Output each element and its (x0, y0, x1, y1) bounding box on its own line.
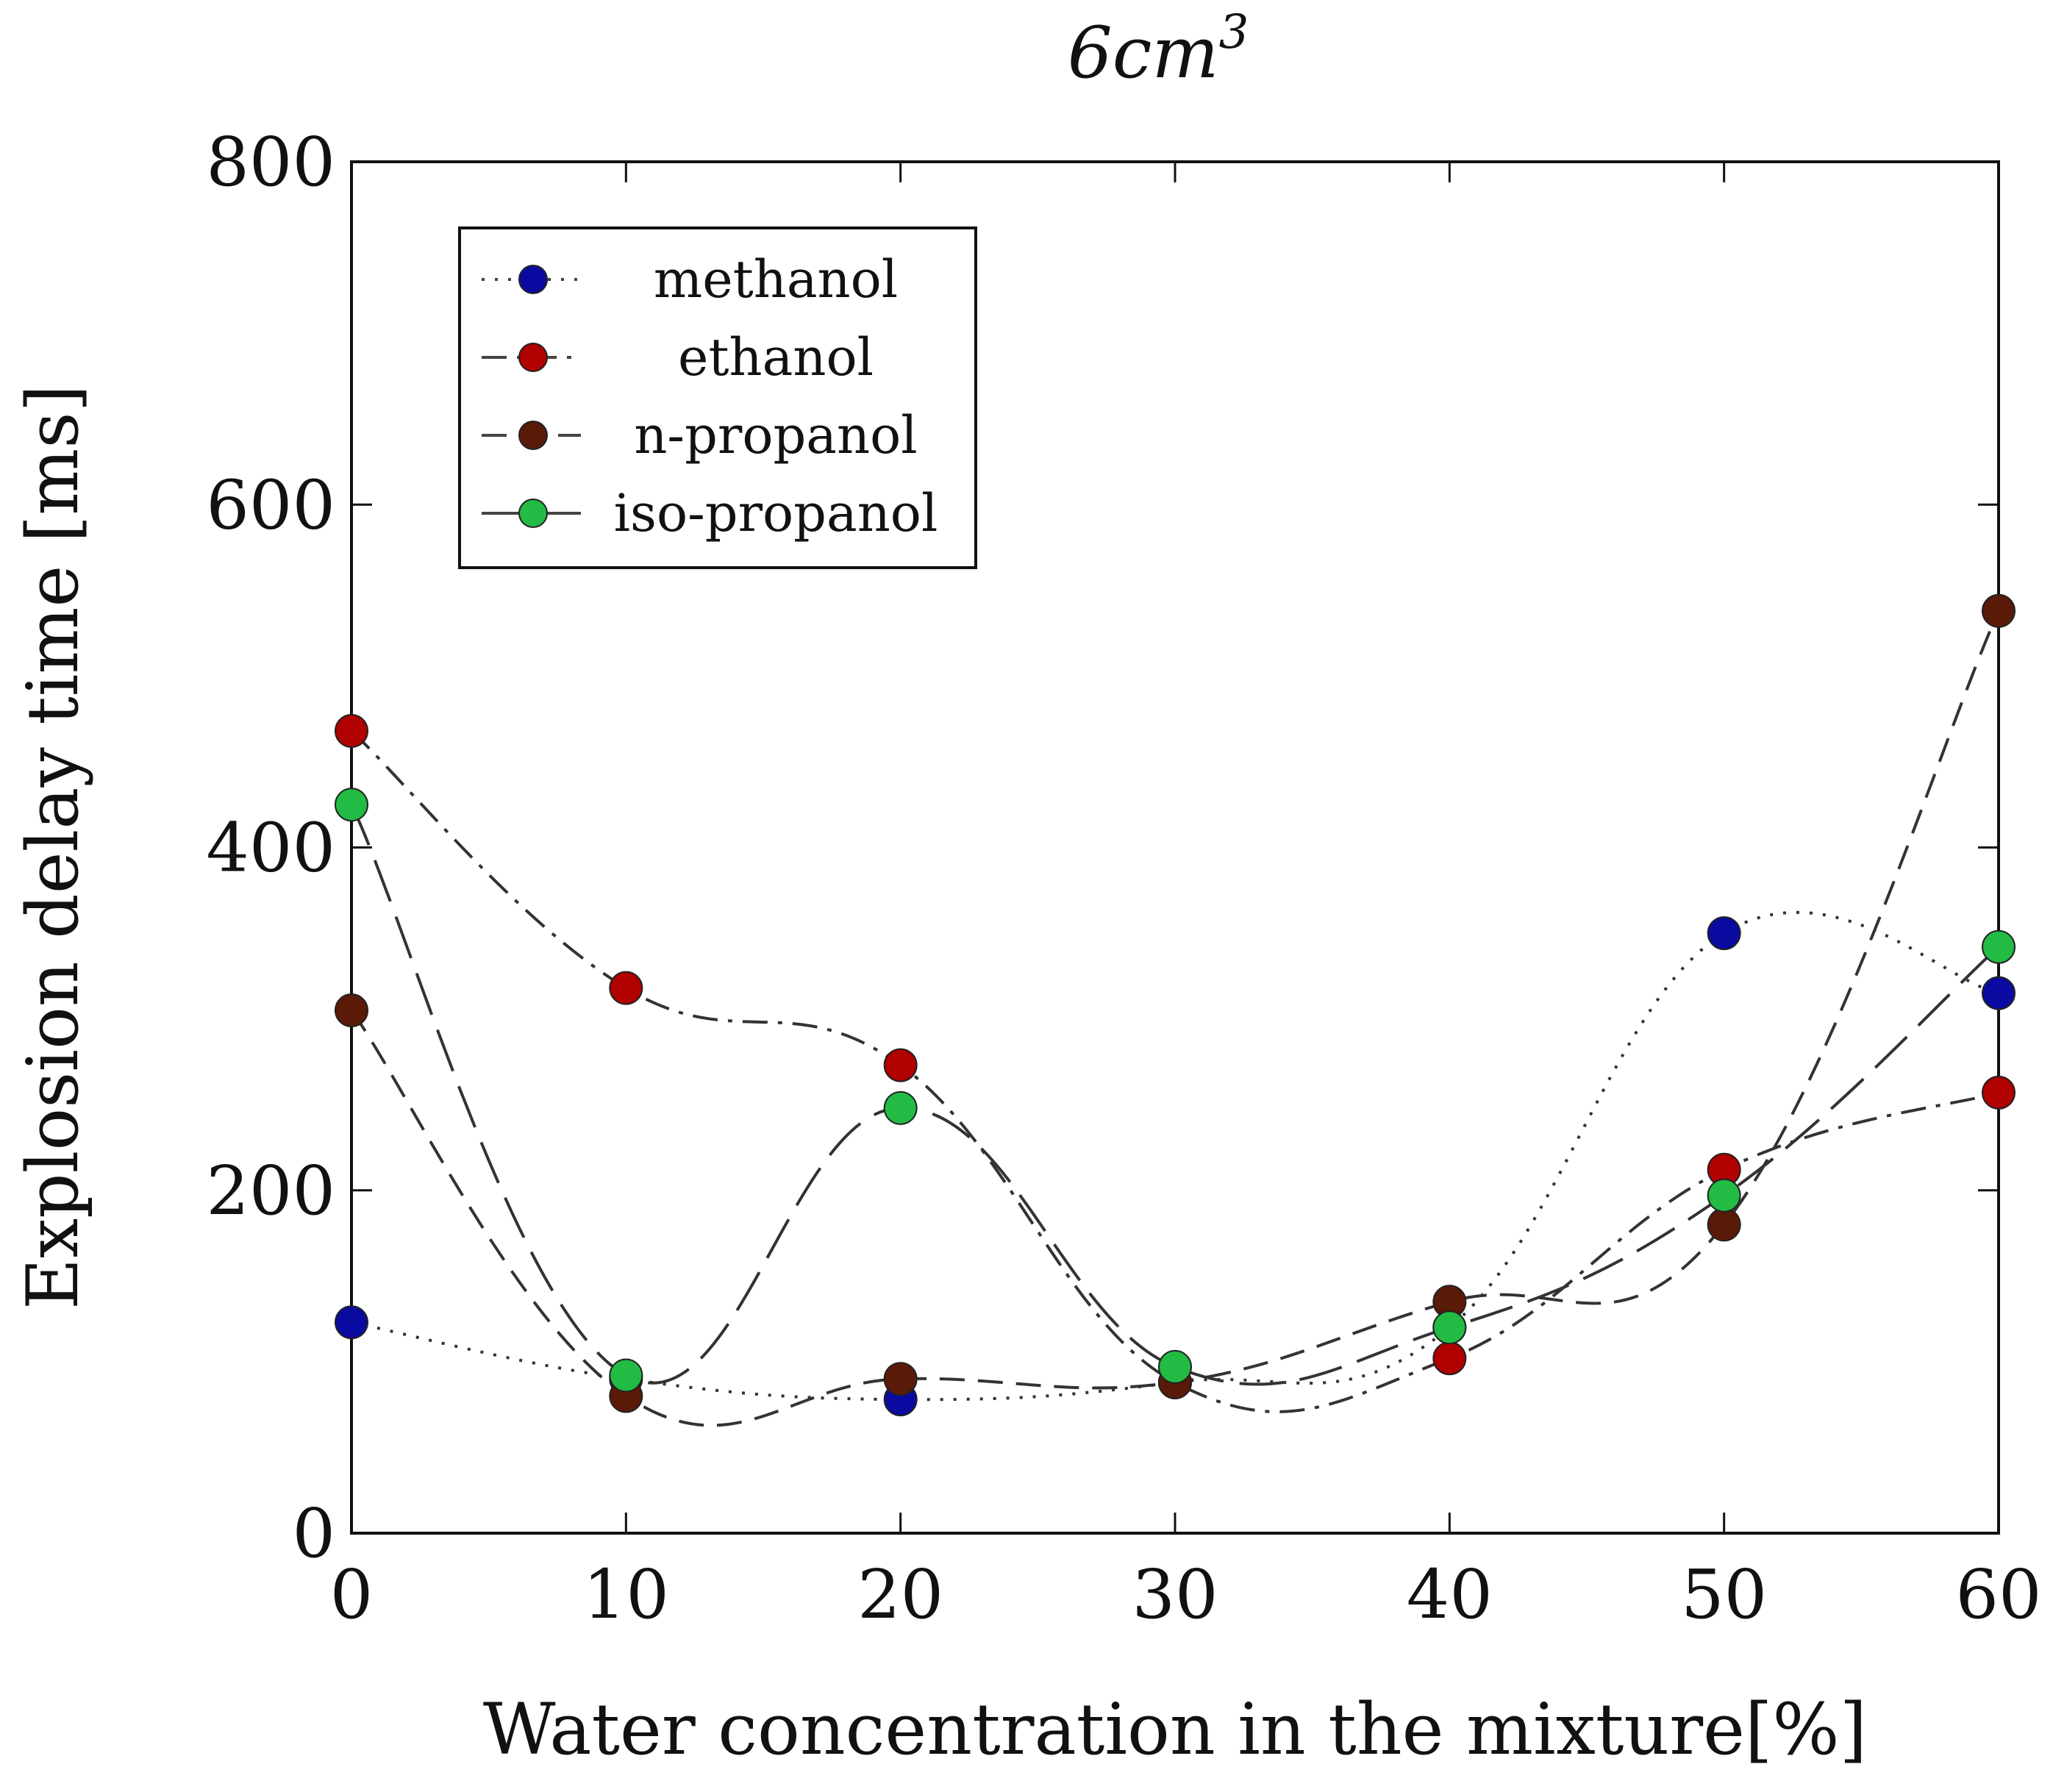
series-points (335, 593, 2015, 1417)
y-axis-title: Explosion delay time [ms] (12, 385, 94, 1310)
data-point-ethanol (335, 713, 368, 748)
x-tick-label: 0 (330, 1555, 374, 1634)
series-line-methanol (351, 910, 1999, 1402)
data-point-methanol (335, 1305, 368, 1340)
legend-label: n-propanol (634, 405, 917, 465)
y-tick-label: 200 (206, 1152, 335, 1230)
legend-marker (518, 499, 548, 528)
data-point-iso-propanol (609, 1358, 643, 1393)
data-point-iso-propanol (335, 788, 368, 822)
data-point-ethanol (1982, 1075, 2015, 1110)
y-tick-label: 0 (292, 1494, 335, 1573)
data-point-iso-propanol (1158, 1349, 1192, 1384)
series-lines (350, 610, 2000, 1427)
y-tick-label: 600 (206, 465, 335, 544)
data-point-iso-propanol (1707, 1178, 1741, 1213)
data-point-n-propanol (883, 1362, 918, 1396)
legend: methanol ethanol n-propanol iso-propanol (458, 226, 977, 569)
data-point-iso-propanol (883, 1090, 918, 1125)
data-point-ethanol (609, 971, 643, 1005)
data-point-ethanol (883, 1048, 918, 1082)
x-tick-label: 20 (857, 1555, 943, 1634)
x-tick-label: 50 (1681, 1555, 1767, 1634)
data-point-n-propanol (1707, 1207, 1741, 1242)
legend-label: iso-propanol (614, 483, 938, 543)
data-point-n-propanol (335, 993, 368, 1027)
chart-title: 6cm3 (1068, 5, 1249, 94)
x-tick-label: 40 (1407, 1555, 1493, 1634)
legend-marker (518, 421, 548, 450)
data-point-ethanol (1432, 1341, 1467, 1376)
legend-label: ethanol (678, 327, 874, 388)
series-line-ethanol (350, 729, 1999, 1413)
y-tick-label: 400 (206, 809, 335, 888)
data-point-methanol (1707, 916, 1741, 951)
data-point-methanol (1982, 976, 2015, 1010)
x-tick-label: 10 (583, 1555, 669, 1634)
x-tick-label: 30 (1132, 1555, 1218, 1634)
legend-label: methanol (654, 249, 898, 310)
series-line-n-propanol (350, 610, 2000, 1427)
data-point-iso-propanol (1432, 1310, 1467, 1345)
series-line-iso-propanol (350, 804, 2000, 1386)
y-tick-label: 800 (206, 123, 335, 201)
legend-marker (518, 265, 548, 294)
data-point-iso-propanol (1982, 929, 2015, 964)
x-tick-label: 60 (1955, 1555, 2041, 1634)
legend-marker (518, 343, 548, 372)
data-point-n-propanol (1982, 593, 2015, 628)
x-axis-title: Water concentration in the mixture[%] (483, 1688, 1867, 1771)
